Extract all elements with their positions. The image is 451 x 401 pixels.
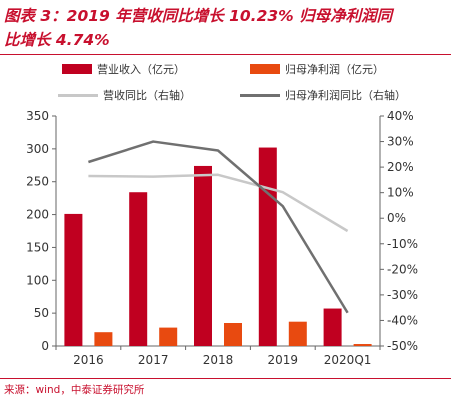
legend-net-profit-label: 归母净利润（亿元）	[285, 63, 384, 76]
y-right-tick-label: -50%	[387, 339, 418, 353]
legend-revenue-yoy: 营收同比（右轴）	[58, 87, 191, 103]
x-tick-label: 2018	[203, 353, 234, 367]
net-profit-bar	[353, 344, 372, 346]
net-profit-bar	[224, 323, 242, 346]
x-tick-label: 2017	[138, 353, 169, 367]
legend-revenue-yoy-swatch	[58, 93, 98, 97]
y-left-tick-label: 0	[41, 339, 49, 353]
legend-revenue-yoy-label: 营收同比（右轴）	[103, 89, 191, 102]
net-profit-yoy-line	[88, 140, 349, 314]
x-tick-label: 2019	[268, 353, 299, 367]
y-left-tick-label: 300	[26, 142, 49, 156]
revenue-yoy-line	[88, 173, 349, 233]
y-left-tick-label: 200	[26, 208, 49, 222]
x-tick-label: 2016	[73, 353, 104, 367]
y-right-tick-label: 40%	[387, 109, 414, 123]
net-profit-bar	[94, 332, 113, 346]
y-left-tick-label: 150	[26, 240, 49, 254]
legend-revenue-swatch	[62, 64, 92, 74]
legend-net-profit-yoy-swatch	[240, 93, 280, 97]
y-left-tick-label: 350	[26, 109, 49, 123]
source-divider	[0, 378, 451, 379]
revenue-bar	[64, 213, 83, 346]
legend-revenue: 营业收入（亿元）	[62, 61, 185, 77]
legend-net-profit-yoy-label: 归母净利润同比（右轴）	[285, 89, 406, 102]
revenue-bar	[129, 192, 148, 346]
y-right-tick-label: 30%	[387, 135, 414, 149]
legend-net-profit-swatch	[250, 64, 280, 74]
legend-net-profit: 归母净利润（亿元）	[250, 61, 384, 77]
legend-net-profit-yoy: 归母净利润同比（右轴）	[240, 87, 406, 103]
net-profit-bar	[159, 327, 178, 346]
y-right-tick-label: 10%	[387, 186, 414, 200]
net-profit-bar	[288, 321, 307, 346]
chart-title-line-1: 图表 3：2019 年营收同比增长 10.23% 归母净利润同	[4, 7, 393, 25]
title-divider	[0, 54, 451, 55]
y-right-tick-label: -40%	[387, 313, 418, 327]
chart-title-line-2: 比增长 4.74%	[4, 31, 110, 49]
source-note: 来源：wind，中泰证券研究所	[4, 384, 145, 396]
y-right-tick-label: -30%	[387, 288, 418, 302]
revenue-bar	[194, 165, 212, 346]
y-left-tick-label: 50	[34, 306, 49, 320]
y-right-tick-label: -10%	[387, 237, 418, 251]
revenue-bar	[323, 308, 342, 346]
y-right-tick-label: 0%	[387, 211, 406, 225]
legend-revenue-label: 营业收入（亿元）	[97, 63, 185, 76]
chart-title: 图表 3：2019 年营收同比增长 10.23% 归母净利润同 比增长 4.74…	[4, 4, 444, 52]
y-left-tick-label: 100	[26, 273, 49, 287]
y-left-tick-label: 250	[26, 175, 49, 189]
y-right-tick-label: 20%	[387, 160, 414, 174]
x-tick-label: 2020Q1	[324, 353, 372, 367]
revenue-bar	[258, 147, 277, 346]
y-right-tick-label: -20%	[387, 262, 418, 276]
